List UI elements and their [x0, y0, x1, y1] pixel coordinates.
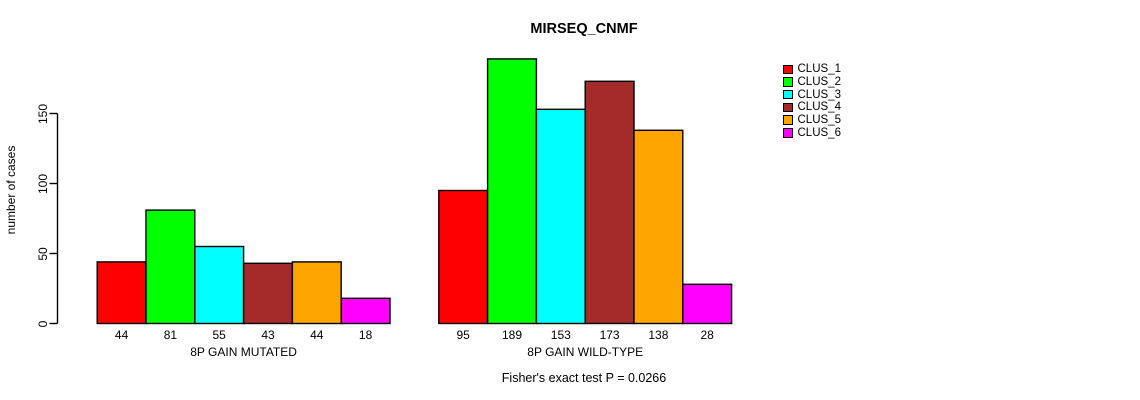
fisher-test-annotation: Fisher's exact test P = 0.0266	[501, 371, 667, 385]
bar-value-label: 18	[358, 328, 373, 342]
legend-label: CLUS_3	[797, 88, 841, 101]
legend-swatch-clus-3	[783, 89, 793, 100]
bar-value-label: 81	[163, 328, 178, 342]
y-tick-label: 0	[36, 320, 50, 327]
bar-8p-gain-wild-type-clus-1	[438, 189, 489, 325]
legend-label: CLUS_6	[797, 126, 841, 139]
legend-label: CLUS_5	[797, 114, 841, 127]
bar-value-label: 189	[501, 328, 523, 342]
legend-swatch-clus-2	[783, 77, 793, 87]
bar-value-label: 43	[261, 328, 275, 342]
legend-swatch-clus-4	[783, 102, 793, 113]
bar-value-label: 138	[648, 328, 669, 342]
bar-8p-gain-mutated-clus-3	[194, 245, 245, 325]
chart-title: MIRSEQ_CNMF	[530, 21, 638, 37]
legend-row-clus-6: CLUS_6	[783, 126, 841, 139]
group-label-8p-gain-wild-type: 8P GAIN WILD-TYPE	[527, 345, 644, 359]
bar-8p-gain-wild-type-clus-3	[535, 108, 586, 325]
legend-label: CLUS_2	[797, 76, 841, 89]
bar-8p-gain-mutated-clus-1	[96, 261, 147, 325]
bar-8p-gain-mutated-clus-6	[340, 297, 391, 325]
bar-value-label: 95	[456, 328, 470, 342]
bar-8p-gain-mutated-clus-2	[145, 209, 196, 325]
y-tick-label: 100	[36, 173, 50, 194]
y-tick-label: 50	[36, 246, 50, 261]
bar-8p-gain-mutated-clus-5	[291, 261, 342, 325]
legend-label: CLUS_1	[797, 63, 841, 76]
bar-value-label: 44	[310, 328, 324, 342]
legend-swatch-clus-5	[783, 115, 793, 125]
legend-label: CLUS_4	[797, 101, 841, 114]
y-tick-label: 150	[36, 103, 50, 124]
legend-row-clus-5: CLUS_5	[783, 114, 841, 127]
legend-row-clus-1: CLUS_1	[783, 63, 841, 76]
legend: CLUS_1 CLUS_2 CLUS_3 CLUS_4 CLUS_5 CLUS_6	[783, 63, 841, 139]
bar-value-label: 55	[212, 328, 226, 342]
bar-value-label: 173	[599, 328, 620, 342]
legend-row-clus-2: CLUS_2	[783, 76, 841, 89]
bar-8p-gain-wild-type-clus-5	[633, 129, 684, 325]
y-axis-label: number of cases	[4, 145, 18, 235]
bar-value-label: 153	[550, 328, 571, 342]
legend-swatch-clus-6	[783, 128, 793, 138]
legend-row-clus-3: CLUS_3	[783, 88, 841, 101]
bar-8p-gain-wild-type-clus-6	[682, 283, 733, 325]
bar-8p-gain-wild-type-clus-2	[486, 58, 538, 325]
group-label-8p-gain-mutated: 8P GAIN MUTATED	[190, 345, 297, 359]
bar-8p-gain-wild-type-clus-4	[584, 80, 635, 325]
legend-swatch-clus-1	[783, 64, 793, 75]
bar-value-label: 44	[114, 328, 129, 342]
bar-8p-gain-mutated-clus-4	[242, 262, 294, 325]
bar-value-label: 28	[700, 328, 714, 342]
legend-row-clus-4: CLUS_4	[783, 101, 841, 114]
